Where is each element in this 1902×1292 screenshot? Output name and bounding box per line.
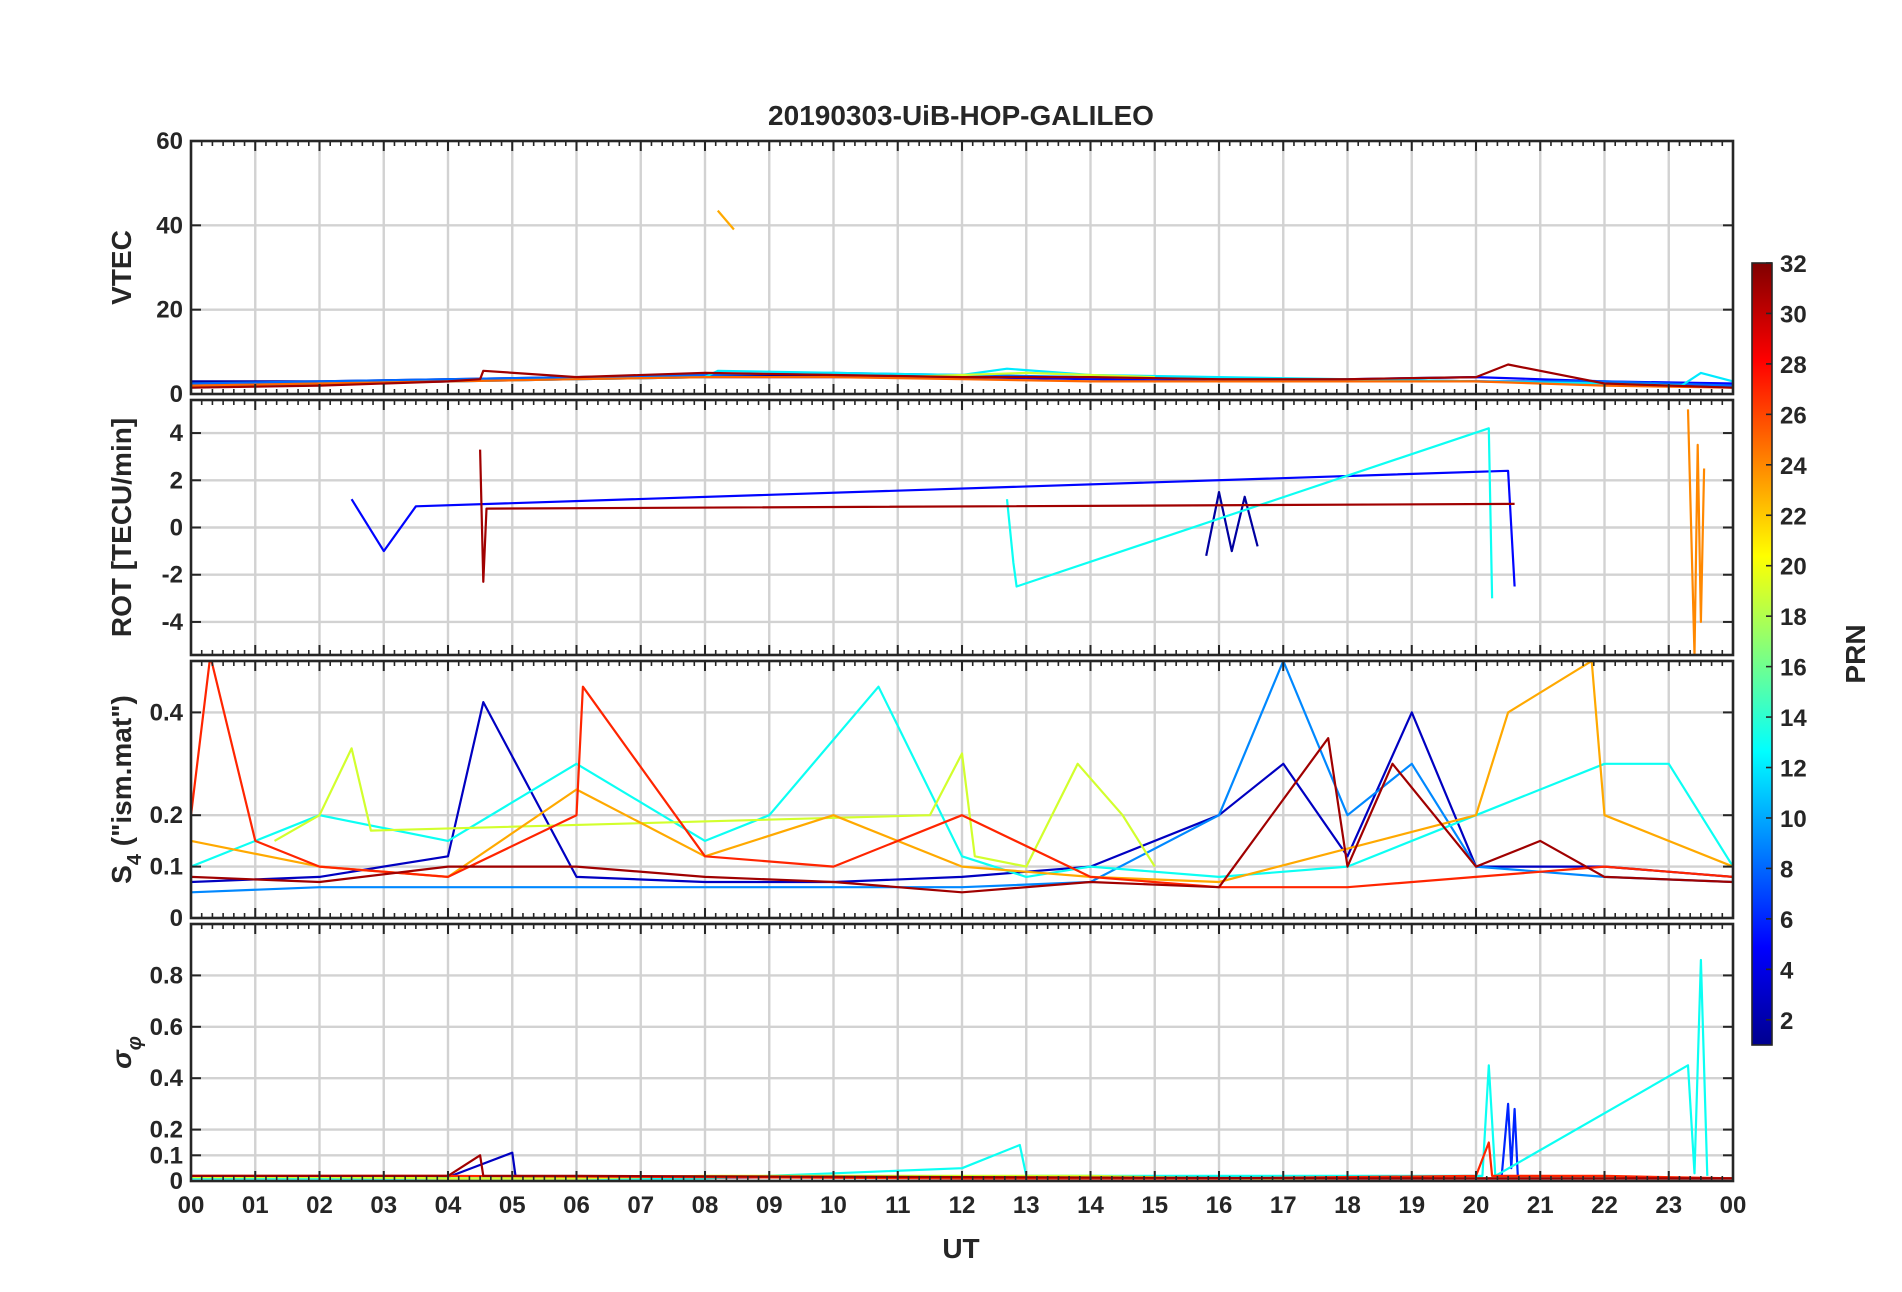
x-tick-label: 14	[1077, 1192, 1104, 1219]
y-tick-label: 20	[156, 297, 183, 324]
panel-frame	[189, 659, 1735, 920]
series-line-prn-6	[1500, 1102, 1519, 1176]
series-group	[191, 661, 1733, 894]
x-tick-label: 05	[499, 1192, 526, 1219]
series-line-prn-2	[1205, 491, 1259, 557]
series-group	[350, 409, 1706, 655]
x-tick-label: 09	[756, 1192, 783, 1219]
colorbar-tick-label: 8	[1780, 856, 1793, 883]
colorbar-tick-label: 20	[1780, 554, 1807, 581]
series-line-prn-23	[716, 209, 735, 231]
colorbar-tick-label: 4	[1780, 957, 1794, 984]
y-tick-label: 0	[170, 905, 183, 932]
x-tick-label: 01	[242, 1192, 269, 1219]
colorbar-tick-label: 6	[1780, 907, 1793, 934]
series-line-prn-23	[191, 661, 1733, 884]
y-axis-label-sigma_phi: σφ	[106, 1036, 146, 1069]
series-line-prn-31	[191, 363, 1733, 389]
series-line-prn-24	[1686, 409, 1706, 655]
y-tick-label: 60	[156, 128, 183, 155]
x-tick-label: 17	[1270, 1192, 1297, 1219]
x-tick-label: 08	[692, 1192, 719, 1219]
series-line-prn-31	[479, 449, 1515, 583]
x-axis-label: UT	[942, 1233, 979, 1264]
y-axis-label-rot: ROT [TECU/min]	[106, 418, 137, 637]
x-tick-label: 03	[370, 1192, 397, 1219]
y-tick-label: 0.8	[150, 962, 183, 989]
x-tick-label: 22	[1591, 1192, 1618, 1219]
x-tick-label: 23	[1655, 1192, 1682, 1219]
panel-frame	[189, 139, 1735, 396]
panel-vtec: 0 20 40 60 VTEC	[106, 128, 1735, 408]
colorbar-tick-label: 18	[1780, 604, 1807, 631]
x-tick-label: 21	[1527, 1192, 1554, 1219]
y-tick-label: 0.2	[150, 802, 183, 829]
colorbar-tick-label: 12	[1780, 756, 1807, 783]
y-tick-label: -2	[162, 562, 183, 589]
x-tick-label: 07	[627, 1192, 654, 1219]
colorbar-tick-label: 2	[1780, 1008, 1793, 1035]
series-line-prn-19	[273, 747, 1156, 868]
colorbar-label: PRN	[1840, 624, 1871, 683]
x-tick-label: 02	[306, 1192, 333, 1219]
colorbar-tick-label: 10	[1780, 806, 1807, 833]
series-line-prn-13	[1005, 427, 1494, 599]
x-tick-label: 11	[885, 1192, 910, 1219]
y-tick-label: -4	[162, 609, 184, 636]
y-tick-label: 0.4	[150, 1065, 184, 1092]
y-tick-label: 0.1	[150, 1142, 183, 1169]
series-line-prn-27	[191, 661, 1733, 889]
colorbar-tick-label: 32	[1780, 251, 1807, 278]
colorbar-tick-label: 16	[1780, 655, 1807, 682]
series-line-prn-31	[191, 736, 1733, 894]
series-group	[191, 209, 1733, 389]
x-tick-label: 19	[1398, 1192, 1425, 1219]
x-tick-label: 15	[1141, 1192, 1168, 1219]
y-tick-label: 2	[170, 467, 183, 494]
x-tick-label: 04	[435, 1192, 462, 1219]
series-line-prn-13	[191, 685, 1733, 879]
colorbar-tick-label: 24	[1780, 453, 1807, 480]
panel-frame	[189, 922, 1735, 1183]
chart-title: 20190303-UiB-HOP-GALILEO	[768, 100, 1154, 131]
y-tick-label: 0	[170, 1168, 183, 1195]
y-axis-label-vtec: VTEC	[106, 230, 137, 305]
panel-s4: 0 0.1 0.2 0.4S4 ("ism.mat")	[106, 659, 1735, 932]
series-line-prn-5	[350, 469, 1516, 587]
colorbar-tick-label: 26	[1780, 402, 1807, 429]
x-tick-label: 10	[820, 1192, 847, 1219]
y-tick-label: 0.2	[150, 1117, 183, 1144]
y-tick-label: 0	[170, 381, 183, 408]
x-axis: 00 01 02 03 04 05 06 07 08 09 10 11 12 13 14 15 16 17 18 19…	[178, 1192, 1747, 1219]
x-tick-label: 18	[1334, 1192, 1361, 1219]
x-tick-label: 12	[949, 1192, 976, 1219]
x-tick-label: 16	[1206, 1192, 1233, 1219]
y-axis-label-s4: S4 ("ism.mat")	[106, 695, 146, 884]
y-tick-label: 0.4	[150, 699, 184, 726]
panel-rot: -4 -2 0 2 4 ROT [TECU/min]	[106, 398, 1735, 657]
y-tick-label: 0	[170, 515, 183, 542]
x-tick-label: 06	[563, 1192, 590, 1219]
colorbar-tick-label: 30	[1780, 301, 1807, 328]
y-tick-label: 4	[170, 420, 184, 447]
x-tick-label: 00	[1720, 1192, 1747, 1219]
x-tick-label: 13	[1013, 1192, 1040, 1219]
colorbar-tick-label: 14	[1780, 705, 1807, 732]
y-tick-label: 0.6	[150, 1014, 183, 1041]
colorbar-scale	[1751, 262, 1773, 1046]
y-tick-label: 40	[156, 212, 183, 239]
x-tick-label: 20	[1463, 1192, 1490, 1219]
series-line-prn-13	[191, 958, 1709, 1180]
x-tick-label: 00	[178, 1192, 205, 1219]
y-tick-label: 0.1	[150, 854, 183, 881]
colorbar-tick-label: 28	[1780, 352, 1807, 379]
panel-sigma_phi: 00.10.2 0.4 0.6 0.8 σφ	[106, 922, 1735, 1195]
colorbar-tick-label: 22	[1780, 503, 1807, 530]
